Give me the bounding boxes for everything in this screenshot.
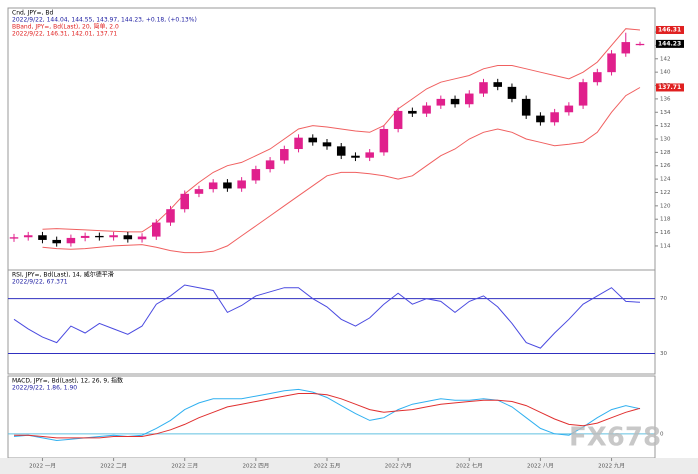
candle-body xyxy=(393,110,403,129)
y-tick-label: 120 xyxy=(660,203,671,209)
y-tick-label: 118 xyxy=(660,217,671,223)
legend-line: 2022/9/22, 67.371 xyxy=(12,279,68,286)
x-tick-label: 2022 四月 xyxy=(242,463,269,470)
candle-body xyxy=(479,82,488,94)
candle-body xyxy=(23,235,33,238)
x-tick-label: 2022 一月 xyxy=(29,463,56,470)
candle-body xyxy=(635,43,645,46)
price-tag-label: 146.31 xyxy=(658,26,681,33)
candle-body xyxy=(223,182,232,189)
candle-body xyxy=(593,72,602,83)
candle-body xyxy=(422,105,431,114)
date-strip xyxy=(0,458,698,474)
rsi-panel xyxy=(7,269,656,375)
x-tick-label: 2022 五月 xyxy=(314,463,341,470)
candle-body xyxy=(564,105,574,113)
candle-body xyxy=(621,42,631,54)
legend-line: BBand, JPY=, Bd(Last), 20, 简单, 2.0 xyxy=(12,23,119,31)
candle-body xyxy=(194,189,204,194)
candle-body xyxy=(66,237,76,244)
candle-body xyxy=(95,235,104,238)
price-tag-label: 137.71 xyxy=(658,84,681,91)
candle-body xyxy=(280,149,289,161)
x-tick-label: 2022 二月 xyxy=(100,463,127,470)
y-tick-label: 130 xyxy=(660,137,671,143)
candle-body xyxy=(308,137,318,143)
candle-body xyxy=(507,86,517,99)
y-tick-label: 132 xyxy=(660,123,671,129)
candle-body xyxy=(123,235,133,240)
candle-body xyxy=(180,193,189,210)
candle-body xyxy=(493,82,502,87)
x-tick-label: 2022 三月 xyxy=(171,463,198,470)
x-tick-label: 2022 九月 xyxy=(598,462,625,470)
candle-body xyxy=(152,222,161,237)
candle-body xyxy=(166,209,175,223)
y-tick-label: 124 xyxy=(660,177,671,183)
y-tick-label: 30 xyxy=(660,351,667,357)
indicator-line xyxy=(14,393,641,439)
y-tick-label: 126 xyxy=(660,163,671,169)
candle-body xyxy=(265,160,275,170)
candle-body xyxy=(137,236,147,240)
legend-line: 2022/9/22, 146.31, 142.01, 137.71 xyxy=(12,31,117,38)
y-tick-label: 134 xyxy=(660,110,671,116)
candle-body xyxy=(80,235,90,238)
y-tick-label: 136 xyxy=(660,96,671,102)
watermark: FX678 xyxy=(569,423,661,453)
candle-body xyxy=(521,98,531,116)
y-tick-label: 114 xyxy=(660,243,671,249)
candle-body xyxy=(379,128,389,153)
y-tick-label: 0 xyxy=(660,431,664,437)
candle-body xyxy=(408,110,417,114)
candle-body xyxy=(351,155,360,158)
legend-line: Cnd, JPY=, Bd xyxy=(12,10,53,17)
candle-body xyxy=(536,115,545,123)
band-upper xyxy=(42,28,641,233)
legend-line: RSI, JPY=, Bd(Last), 14, 威尔德平滑 xyxy=(12,271,114,279)
legend-line: 2022/9/22, 144.04, 144.55, 143.97, 144.2… xyxy=(12,17,197,24)
y-tick-label: 128 xyxy=(660,150,671,156)
candle-body xyxy=(322,142,332,147)
y-tick-label: 70 xyxy=(660,296,667,302)
candle-body xyxy=(208,182,218,190)
y-tick-label: 122 xyxy=(660,190,671,196)
candle-body xyxy=(109,235,118,238)
candle-body xyxy=(365,152,374,158)
band-lower xyxy=(42,87,641,254)
candle-body xyxy=(436,98,446,106)
indicator-line xyxy=(13,284,641,349)
candle-body xyxy=(237,180,246,189)
y-tick-label: 140 xyxy=(660,70,671,76)
price-tag-label: 144.23 xyxy=(658,40,681,47)
candle-body xyxy=(52,239,61,244)
candle-body xyxy=(38,235,47,240)
y-tick-label: 142 xyxy=(660,56,671,62)
candle-body xyxy=(550,112,559,123)
candle-body xyxy=(336,146,346,156)
candle-body xyxy=(465,93,474,105)
price-tag xyxy=(656,83,684,92)
candle-body xyxy=(607,53,616,73)
candle-body xyxy=(294,137,303,150)
price-tag xyxy=(656,25,684,34)
candle-body xyxy=(450,98,460,105)
indicator-line xyxy=(13,388,641,442)
candle-body xyxy=(578,82,588,106)
candle-body xyxy=(251,169,261,181)
x-tick-label: 2022 七月 xyxy=(456,462,483,470)
legend-line: 2022/9/22, 1.86, 1.90 xyxy=(12,385,77,392)
price-tag xyxy=(656,39,684,48)
y-tick-label: 116 xyxy=(660,230,671,236)
x-tick-label: 2022 八月 xyxy=(527,463,554,470)
candle-body xyxy=(9,237,19,239)
x-tick-label: 2022 六月 xyxy=(385,462,412,470)
legend-line: MACD, JPY=, Bd(Last), 12, 26, 9, 指数 xyxy=(12,377,123,385)
